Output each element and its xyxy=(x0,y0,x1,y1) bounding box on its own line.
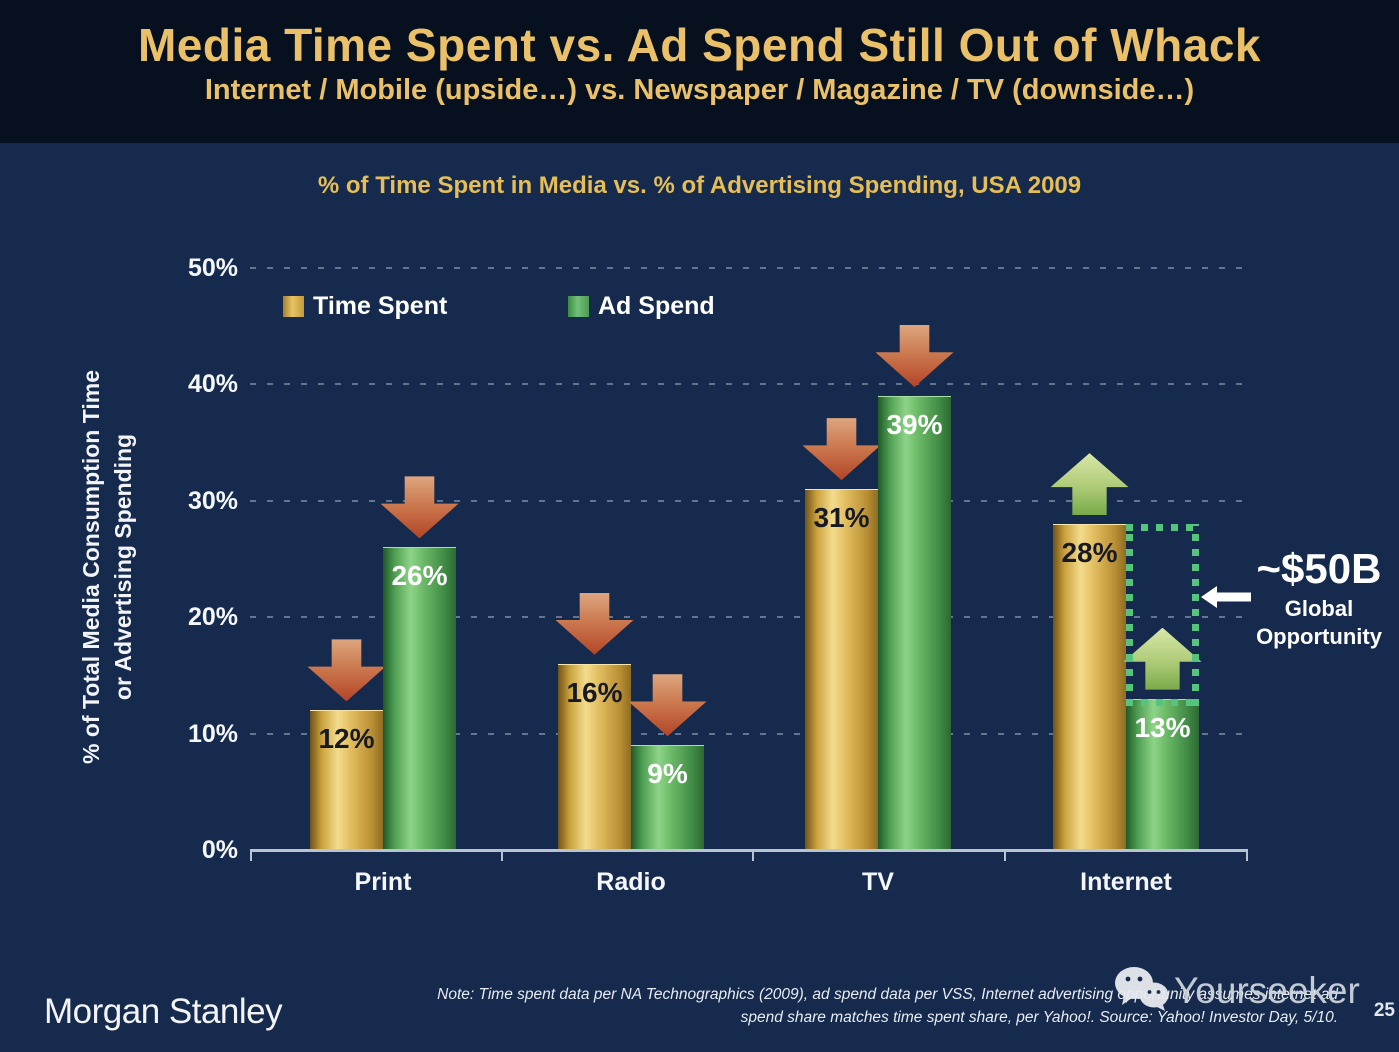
y-tick-label-50%: 50% xyxy=(187,254,238,282)
x-axis-tick-3 xyxy=(1004,852,1006,861)
watermark: Yourseeker xyxy=(1112,964,1360,1017)
watermark-text: Yourseeker xyxy=(1174,969,1360,1011)
page-number: 25 xyxy=(1373,1000,1395,1021)
time-spent-swatch-icon xyxy=(283,295,304,317)
bar-radio-time-spent: 16% xyxy=(558,663,631,851)
legend-item-time-spent: Time Spent xyxy=(283,291,448,320)
y-axis-title: % of Total Media Consumption Time or Adv… xyxy=(75,322,145,812)
bar-print-ad-spend: 26% xyxy=(383,547,456,851)
x-category-label-radio: Radio xyxy=(596,868,666,896)
gridline-10% xyxy=(250,732,1248,735)
x-axis-tick-4 xyxy=(1246,852,1248,861)
opportunity-box xyxy=(1126,524,1199,706)
x-axis-tick-1 xyxy=(501,852,503,861)
x-axis-tick-0 xyxy=(250,852,252,861)
x-category-label-print: Print xyxy=(354,868,412,896)
gridline-30% xyxy=(250,499,1248,502)
y-axis-title-line1: % of Total Media Consumption Time xyxy=(78,370,104,764)
slide-subtitle: Internet / Mobile (upside…) vs. Newspape… xyxy=(204,74,1195,106)
chart-title: % of Time Spent in Media vs. % of Advert… xyxy=(317,172,1082,199)
legend-label-ad-spend: Ad Spend xyxy=(598,291,715,320)
source-note-line1: Note: Time spent data per NA Technograph… xyxy=(437,986,1338,1003)
down-arrow-icon xyxy=(555,592,634,655)
slide-title: Media Time Spent vs. Ad Spend Still Out … xyxy=(137,19,1262,71)
y-tick-label-0%: 0% xyxy=(201,836,238,864)
wechat-icon xyxy=(1112,964,1172,1017)
x-category-label-internet: Internet xyxy=(1080,868,1172,896)
bar-tv-ad-spend: 39% xyxy=(878,396,951,851)
bar-value-label: 39% xyxy=(886,409,943,441)
gridline-50% xyxy=(250,267,1248,269)
bar-value-label: 13% xyxy=(1134,711,1191,743)
source-note-line2: spend share matches time spent share, pe… xyxy=(740,1009,1338,1026)
ad-spend-swatch-icon xyxy=(568,295,589,317)
morgan-stanley-logo: Morgan Stanley xyxy=(44,992,283,1031)
source-note: Note: Time spent data per NA Technograph… xyxy=(300,983,1338,1029)
down-arrow-icon xyxy=(307,639,386,702)
x-axis-tick-2 xyxy=(752,852,754,861)
y-tick-label-40%: 40% xyxy=(187,370,238,399)
slide-header: Media Time Spent vs. Ad Spend Still Out … xyxy=(0,0,1399,143)
down-arrow-icon xyxy=(380,476,459,539)
left-arrow-icon xyxy=(1200,583,1252,616)
up-arrow-icon xyxy=(1050,453,1129,516)
bar-value-label: 31% xyxy=(813,502,870,534)
y-tick-label-30%: 30% xyxy=(187,486,238,515)
bar-internet-ad-spend: 13% xyxy=(1126,698,1199,851)
opportunity-caption-line1: Global xyxy=(1284,596,1354,621)
legend-label-time-spent: Time Spent xyxy=(313,291,448,320)
y-axis-title-line2: or Advertising Spending xyxy=(110,433,136,701)
gridline-20% xyxy=(250,616,1248,619)
legend-item-ad-spend: Ad Spend xyxy=(568,291,715,320)
x-category-label-tv: TV xyxy=(862,868,894,896)
down-arrow-icon xyxy=(802,418,881,481)
bar-internet-time-spent: 28% xyxy=(1053,524,1126,851)
down-arrow-icon xyxy=(875,325,954,388)
y-tick-label-20%: 20% xyxy=(187,603,238,632)
opportunity-value: ~$50B xyxy=(1256,545,1382,592)
opportunity-caption-line2: Opportunity xyxy=(1256,624,1382,649)
x-axis-line xyxy=(250,849,1248,852)
bar-print-time-spent: 12% xyxy=(310,710,383,851)
bar-tv-time-spent: 31% xyxy=(805,489,878,851)
bar-value-label: 9% xyxy=(647,758,688,790)
bar-radio-ad-spend: 9% xyxy=(631,745,704,851)
bar-value-label: 26% xyxy=(391,560,448,592)
y-tick-label-10%: 10% xyxy=(187,719,238,748)
bar-value-label: 28% xyxy=(1061,537,1118,569)
bar-value-label: 12% xyxy=(318,723,375,755)
down-arrow-icon xyxy=(628,674,707,737)
bar-value-label: 16% xyxy=(566,676,623,708)
gridline-40% xyxy=(250,383,1248,386)
